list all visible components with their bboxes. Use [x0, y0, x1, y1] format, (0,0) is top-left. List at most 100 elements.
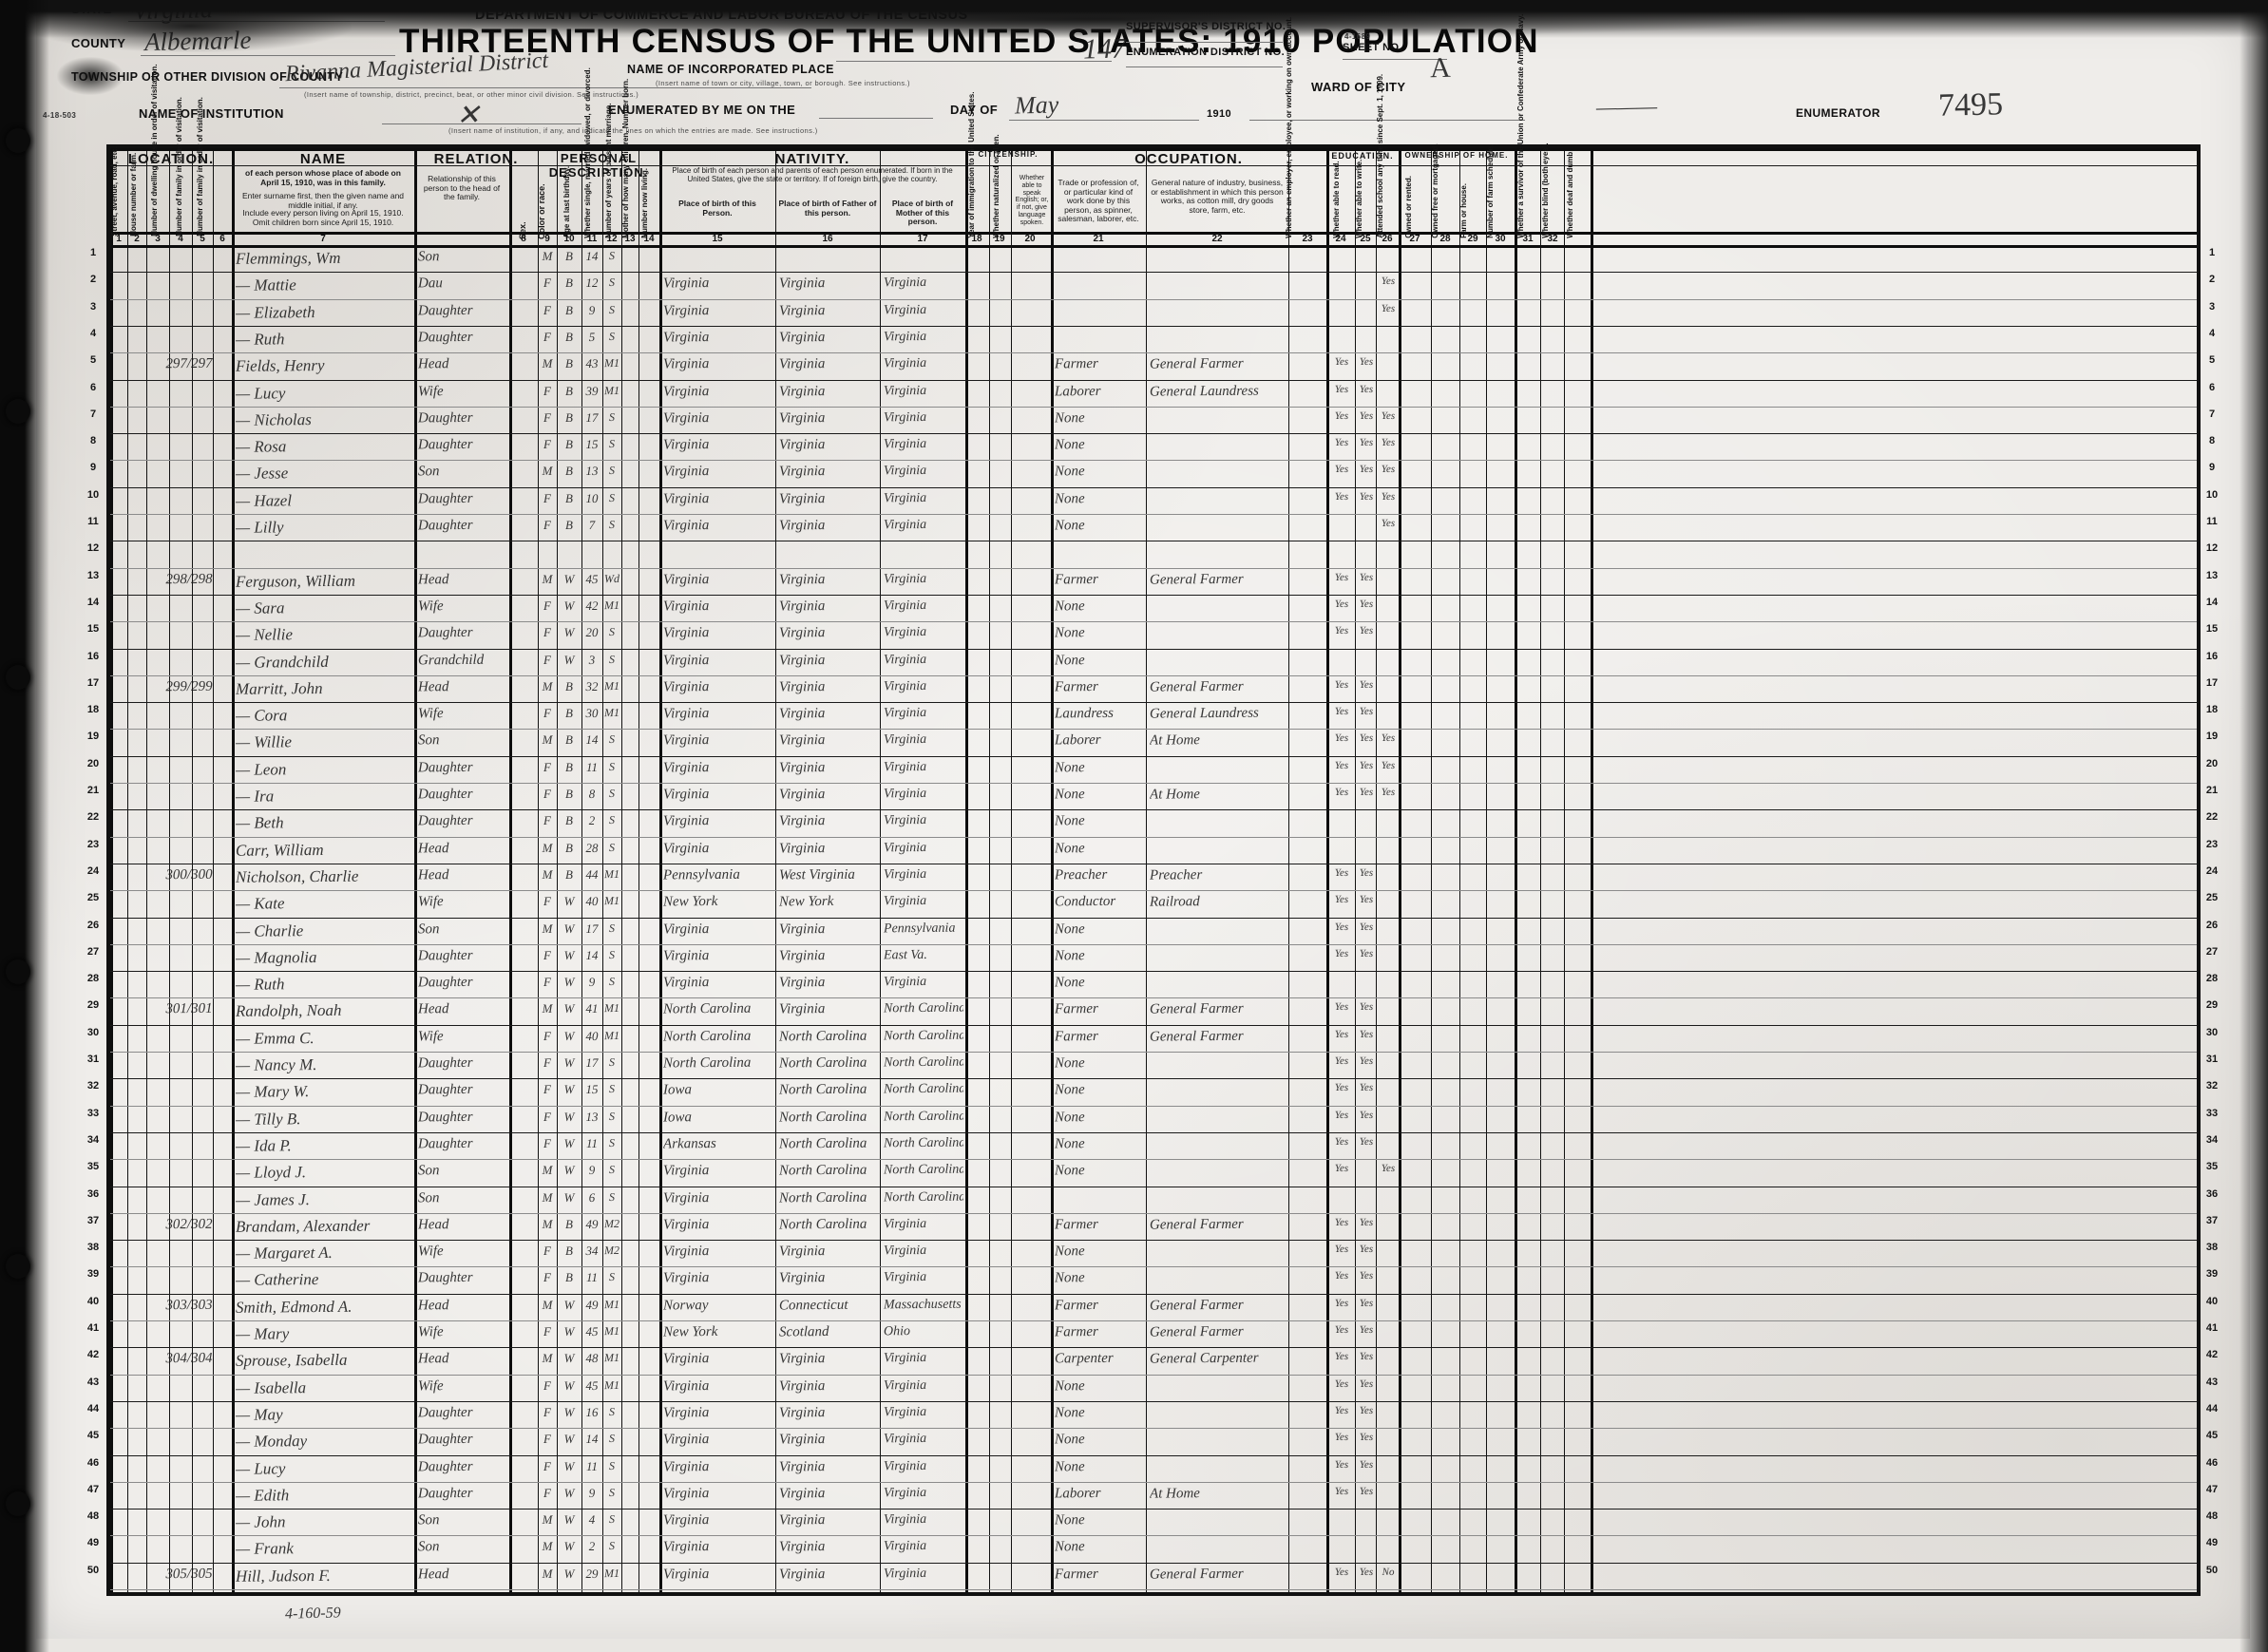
cell-birth: Virginia	[662, 598, 710, 615]
row-number-right-35: 35	[2205, 1161, 2219, 1173]
cell-read: Yes	[1334, 786, 1349, 799]
cell-father: Connecticut	[778, 1297, 848, 1314]
subhead-loc-family: Number of family in order of visitation.	[175, 97, 184, 237]
row-divider	[110, 702, 2197, 704]
cell-father: Virginia	[778, 518, 826, 534]
row-number-right-48: 48	[2205, 1510, 2219, 1523]
cell-occ-ind: General Farmer	[1149, 571, 1244, 588]
cell-mother: Virginia	[883, 598, 927, 614]
binder-hole	[6, 399, 30, 424]
cell-name: Fields, Henry	[235, 356, 325, 375]
cell-relation: Daughter	[417, 409, 473, 427]
row-number-left-47: 47	[86, 1483, 100, 1495]
cell-age: 48	[585, 1351, 599, 1366]
cell-occ-trade: Farmer	[1054, 1297, 1098, 1314]
subhead-loc-house: House number or farm.	[129, 152, 139, 237]
cell-color: W	[563, 1377, 575, 1393]
cell-school: Yes	[1381, 275, 1396, 288]
cell-mother: Virginia	[883, 1432, 927, 1447]
cell-birth: Iowa	[662, 1109, 693, 1126]
cell-occ-trade: None	[1054, 1136, 1085, 1152]
cell-age: 8	[588, 786, 596, 802]
row-number-right-10: 10	[2205, 488, 2219, 501]
cell-father: Virginia	[778, 329, 826, 346]
cell-mother: Virginia	[883, 1351, 927, 1366]
cell-sex: F	[543, 302, 552, 317]
row-divider	[110, 1454, 2197, 1456]
cell-read: Yes	[1334, 1377, 1349, 1390]
subhead-pd-children-born: Mother of how many children. Number born…	[621, 78, 631, 238]
row-number-right-43: 43	[2205, 1376, 2219, 1388]
cell-write: Yes	[1359, 1001, 1374, 1014]
cell-color: B	[564, 732, 574, 748]
cell-mother: Virginia	[883, 813, 927, 828]
subhead-cit-language: Whether able to speak English; or, if no…	[1015, 175, 1049, 226]
cell-write: Yes	[1359, 1082, 1374, 1094]
cell-father: Virginia	[778, 464, 826, 480]
cell-father: Virginia	[778, 1001, 826, 1017]
cell-relation: Head	[417, 571, 449, 588]
month-value: May	[1014, 90, 1059, 120]
cell-sex: F	[543, 1135, 552, 1150]
row-number-left-49: 49	[86, 1537, 100, 1549]
cell-mother: Virginia	[883, 759, 927, 775]
cell-father: Virginia	[778, 1351, 826, 1367]
form-header: STATE Virginia COUNTY Albemarle TOWNSHIP…	[0, 0, 2214, 142]
row-number-left-30: 30	[86, 1026, 100, 1038]
cell-mother: Virginia	[883, 678, 927, 694]
cell-relation: Head	[417, 867, 449, 883]
cell-relation: Wife	[417, 894, 444, 910]
row-number-right-36: 36	[2205, 1187, 2219, 1200]
cell-relation: Daughter	[417, 1485, 473, 1502]
cell-school: Yes	[1381, 302, 1396, 314]
group-header-name: NAME	[299, 151, 347, 167]
cell-name: — Nancy M.	[235, 1055, 317, 1074]
cell-marital: M1	[603, 1377, 620, 1392]
cell-name: — Edith	[235, 1486, 290, 1505]
cell-write: Yes	[1359, 625, 1374, 637]
bottom-note: 4-160-59	[284, 1605, 341, 1623]
cell-color: W	[563, 652, 575, 667]
cell-father: Virginia	[778, 759, 826, 776]
cell-age: 9	[588, 1163, 596, 1178]
cell-read: Yes	[1334, 356, 1349, 369]
cell-father: Virginia	[778, 1458, 826, 1474]
cell-write: Yes	[1359, 1566, 1374, 1578]
cell-color: W	[563, 1163, 575, 1178]
cell-age: 6	[588, 1189, 596, 1205]
cell-birth: New York	[662, 1323, 718, 1340]
cell-father: North Carolina	[778, 1054, 867, 1072]
row-divider	[110, 514, 2197, 515]
cell-father: Virginia	[778, 1244, 826, 1260]
row-number-left-13: 13	[86, 569, 100, 581]
cell-father: Virginia	[778, 840, 826, 857]
subhead-own-free: Owned free or mortgaged.	[1431, 143, 1440, 238]
cell-color: W	[563, 1297, 575, 1312]
cell-marital: M1	[603, 1323, 620, 1339]
cell-birth: Virginia	[662, 652, 710, 668]
cell-relation: Wife	[417, 598, 444, 615]
cell-sex: F	[543, 652, 552, 667]
row-number-left-25: 25	[86, 892, 100, 904]
cell-relation: Wife	[417, 1377, 444, 1395]
cell-sex: F	[543, 1109, 552, 1124]
cell-occ-trade: None	[1054, 947, 1085, 964]
cell-marital: M1	[603, 598, 620, 612]
cell-name: Nicholson, Charlie	[235, 866, 359, 886]
cell-father: Virginia	[778, 625, 826, 641]
cell-marital: S	[608, 1109, 616, 1123]
column-number-4: 4	[178, 234, 183, 244]
cell-age: 14	[585, 947, 599, 962]
cell-relation: Daughter	[417, 1135, 473, 1152]
row-divider	[110, 379, 2197, 381]
cell-marital: S	[608, 248, 616, 263]
cell-marital: S	[608, 625, 616, 639]
cell-sex: M	[542, 571, 553, 586]
cell-write: Yes	[1359, 1377, 1374, 1390]
cell-sex: F	[543, 975, 552, 990]
cell-write: Yes	[1359, 1028, 1374, 1040]
row-divider	[110, 1347, 2197, 1349]
institution-note: (Insert name of institution, if any, and…	[448, 126, 818, 135]
cell-occ-ind: General Carpenter	[1149, 1350, 1259, 1367]
cell-school: Yes	[1381, 517, 1396, 530]
